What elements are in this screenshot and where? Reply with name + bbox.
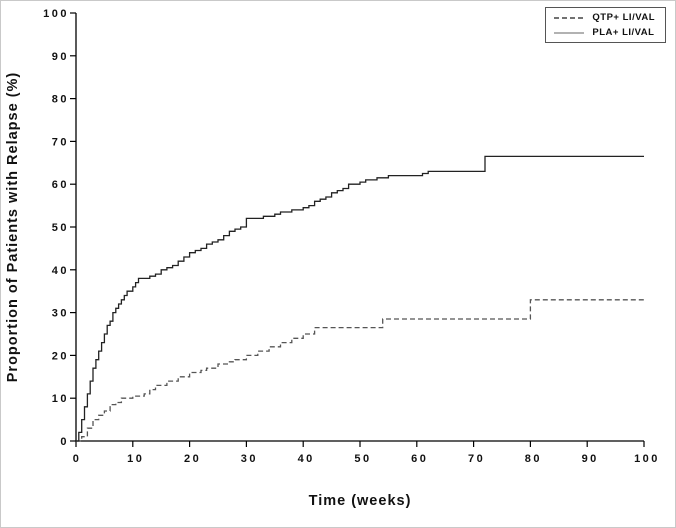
x-tick-label: 100 [634,453,660,465]
legend: QTP+ LI/VAL PLA+ LI/VAL [545,7,666,43]
x-tick-label: 10 [127,453,144,465]
y-tick-label: 20 [52,350,69,362]
y-tick-label: 70 [52,136,69,148]
y-axis-label: Proportion of Patients with Relapse (%) [5,72,21,383]
x-tick-label: 90 [582,453,599,465]
y-tick-label: 0 [60,436,69,448]
axes: 0 10 20 30 40 50 60 70 80 90 100 0 10 20 30 40 50 60 70 80 9… [43,8,660,465]
x-tick-label: 80 [525,453,542,465]
y-tick-label: 30 [52,308,69,320]
legend-label-pla: PLA+ LI/VAL [592,27,655,38]
solid-line-icon [554,31,585,34]
y-tick-label: 100 [43,8,69,20]
series-lines [76,155,644,442]
legend-label-qtp: QTP+ LI/VAL [592,12,655,23]
y-tick-label: 90 [52,51,69,63]
y-tick-label: 80 [52,94,69,106]
y-tick-label: 60 [52,179,69,191]
legend-item-qtp: QTP+ LI/VAL [553,12,655,23]
y-tick-label: 10 [52,393,69,405]
x-axis-label: Time (weeks) [309,493,412,509]
y-tick-label: 50 [52,222,69,234]
series-line-dashed [76,299,644,442]
x-tick-label: 20 [184,453,201,465]
x-tick-label: 50 [354,453,371,465]
x-tick-label: 60 [411,453,428,465]
x-tick-label: 40 [298,453,315,465]
series-line-solid [76,155,644,442]
x-tick-label: 0 [73,453,82,465]
x-tick-label: 70 [468,453,485,465]
dashed-line-icon [554,16,585,19]
x-tick-label: 30 [241,453,258,465]
y-tick-label: 40 [52,265,69,277]
legend-item-pla: PLA+ LI/VAL [553,27,655,38]
